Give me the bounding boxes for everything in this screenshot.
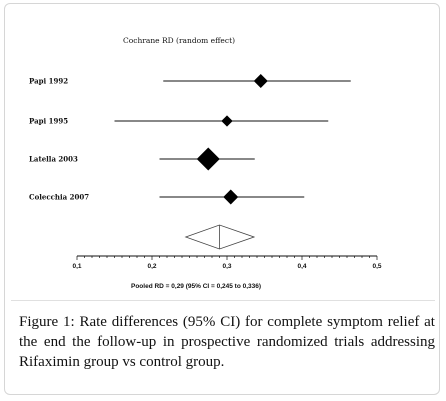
caption-text: Rate differences (95% CI) for complete s…: [19, 314, 435, 370]
study-point-estimate: [196, 147, 220, 171]
x-tick-label: 0,3: [222, 263, 231, 270]
forest-plot-svg: Cochrane RD (random effect) Papi 1992 Pap…: [29, 36, 382, 290]
x-tick-label: 0,5: [372, 263, 381, 270]
pooled-estimate-label: Pooled RD = 0,29 (95% CI = 0,245 to 0,33…: [131, 283, 261, 290]
caption-label: Figure 1:: [19, 314, 75, 330]
forest-plot: Cochrane RD (random effect) Papi 1992 Pap…: [17, 13, 439, 303]
study-point-estimate: [221, 115, 233, 127]
figure-caption: Figure 1: Rate differences (95% CI) for …: [19, 312, 435, 372]
study-label: Latella 2003: [29, 155, 78, 164]
study-point-estimate: [223, 189, 239, 205]
x-tick-label: 0,4: [297, 263, 306, 270]
caption-divider: [11, 300, 435, 301]
chart-title: Cochrane RD (random effect): [123, 36, 235, 45]
study-label: Papi 1992: [29, 77, 68, 86]
study-point-estimate: [253, 74, 268, 88]
study-label: Colecchia 2007: [29, 193, 89, 202]
study-label: Papi 1995: [29, 117, 68, 126]
figure-frame: Cochrane RD (random effect) Papi 1992 Pap…: [4, 3, 440, 395]
x-tick-label: 0,1: [72, 263, 81, 270]
x-tick-label: 0,2: [147, 263, 156, 270]
